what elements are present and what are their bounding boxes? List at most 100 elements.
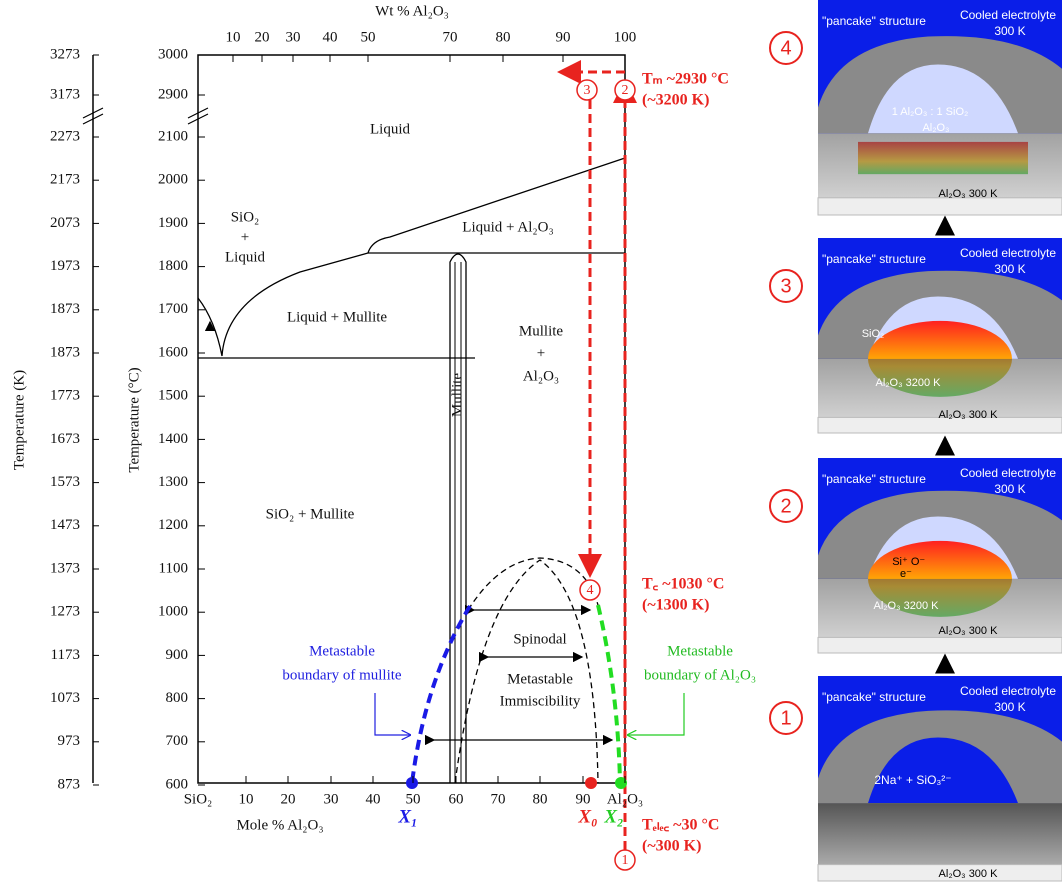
x-tick-label: 70: [443, 29, 458, 45]
region-labels: Liquid SiO₂ + Liquid Liquid + Al₂O₃ Liqu…: [225, 121, 563, 522]
y-tick-label: 1673: [50, 431, 80, 447]
base: [817, 864, 1062, 882]
panel-label: Cooled electrolyte: [960, 8, 1056, 22]
x-tick-label: 80: [496, 29, 511, 45]
phase-boundaries: [197, 157, 626, 784]
panel-label: 2Na⁺ + SiO₃²⁻: [874, 773, 951, 787]
panel-label: Al₂O₃ 300 K: [939, 625, 999, 637]
y-tick-label: 700: [166, 733, 189, 749]
y-tick-label: 1500: [158, 388, 188, 404]
substrate: [818, 358, 1062, 418]
y-tick-label: 1873: [50, 344, 80, 360]
axis-break: [187, 107, 209, 125]
panel-number-circle: [769, 489, 803, 523]
point-x1: [406, 777, 418, 789]
annotation: Immiscibility: [500, 693, 581, 709]
y-tick-label: 600: [166, 776, 189, 792]
substrate: [818, 133, 1062, 198]
mullite-boundary-curve: [410, 604, 472, 784]
y-tick-label: 1473: [50, 517, 80, 533]
y-tick-label: 1873: [50, 301, 80, 317]
y-tick-label: 2273: [50, 128, 80, 144]
y-tick-label: 2000: [158, 172, 188, 188]
annotation: boundary of Al₂O₃: [644, 667, 756, 683]
tick-labels: 3000290021002000190018001700160015001400…: [11, 3, 643, 833]
panel-number-circle: [769, 269, 803, 303]
y-tick-label: 1000: [158, 604, 188, 620]
panel: "pancake" structure Cooled electrolyte 300…: [817, 0, 1062, 216]
step-markers: 1 2 3 4: [576, 79, 636, 871]
region-label: +: [537, 345, 545, 361]
annotation: (~3200 K): [642, 92, 709, 109]
panel-number: 4: [780, 37, 791, 59]
panel-label: SiO₂: [862, 328, 885, 340]
y-tick-label: 3273: [50, 46, 80, 62]
y-tick-label: 1800: [158, 258, 188, 274]
x-tick-label: 50: [361, 29, 376, 45]
panel-label: Al₂O₃ 300 K: [939, 188, 999, 200]
x-tick-label: 100: [614, 29, 637, 45]
cavity: [868, 64, 1018, 134]
annotation: boundary of mullite: [282, 667, 401, 683]
point-x0: [585, 777, 597, 789]
point-label: X₀: [577, 806, 597, 827]
region-label: SiO₂: [231, 209, 260, 225]
al2o3-boundary-curve: [596, 604, 622, 784]
x-tick-label: 50: [406, 791, 421, 807]
panel-label: O⁻: [911, 556, 926, 568]
annotation: Metastable: [667, 643, 733, 659]
region-label: +: [241, 229, 249, 245]
y-tick-label: 1100: [159, 560, 188, 576]
region-label: Al₂O₃: [523, 368, 559, 384]
annotations: Spinodal Metastable Immiscibility Metast…: [282, 71, 756, 855]
annotation: Metastable: [507, 671, 573, 687]
panel: "pancake" structure Cooled electrolyte 300…: [817, 458, 1062, 654]
spinodal-curve: [454, 559, 599, 784]
schematic-panels: "pancake" structure Cooled electrolyte 300…: [769, 0, 1062, 882]
point-label: X₂: [603, 806, 623, 827]
y-tick-label: 2073: [50, 215, 80, 231]
base: [817, 197, 1062, 216]
panel-label: Cooled electrolyte: [960, 466, 1056, 480]
panel-label: Cooled electrolyte: [960, 246, 1056, 260]
y-tick-label: 2173: [50, 172, 80, 188]
panel-label: 300 K: [994, 700, 1025, 714]
x-tick-label: SiO₂: [184, 791, 213, 807]
annotation: (~1300 K): [642, 597, 709, 614]
region-label: Mullite: [449, 373, 465, 418]
panel-label: Cooled electrolyte: [960, 684, 1056, 698]
y-tick-label: 1173: [51, 647, 80, 663]
point-x2: [615, 777, 627, 789]
x-tick-label: 80: [533, 791, 548, 807]
x-tick-label: 30: [286, 29, 301, 45]
y-tick-label: 1273: [50, 604, 80, 620]
step-number: 1: [622, 853, 629, 868]
y-tick-label: 1373: [50, 560, 80, 576]
y-tick-label: 1900: [158, 215, 188, 231]
y-tick-label: 1600: [158, 344, 188, 360]
y-tick-label: 1773: [50, 388, 80, 404]
step-circle: [614, 849, 636, 871]
y-tick-label: 1200: [158, 517, 188, 533]
axis-title: Wt % Al₂O₃: [375, 3, 449, 19]
y-tick-label: 973: [58, 733, 81, 749]
panel-number: 3: [780, 275, 791, 297]
x-tick-label: 20: [255, 29, 270, 45]
region-label: Liquid: [370, 121, 410, 137]
axis-break: [82, 107, 104, 125]
x-tick-label: 40: [366, 791, 381, 807]
panel-number: 2: [780, 495, 791, 517]
step-number: 2: [622, 83, 629, 98]
binodal: [467, 557, 599, 611]
panel-label: 1 Al₂O₃ : 1 SiO₂: [892, 106, 969, 118]
panel: "pancake" structure Cooled electrolyte 300…: [817, 238, 1062, 434]
annotation: Tₘ ~2930 °C: [642, 71, 729, 88]
point-label: X₁: [397, 806, 417, 827]
step-number: 3: [584, 83, 591, 98]
x-tick-label: Al₂O₃: [607, 791, 643, 807]
y-tick-label: 3000: [158, 46, 188, 62]
region-label: Liquid + Mullite: [287, 309, 387, 325]
panel-label: Al₂O₃ 3200 K: [875, 377, 941, 389]
